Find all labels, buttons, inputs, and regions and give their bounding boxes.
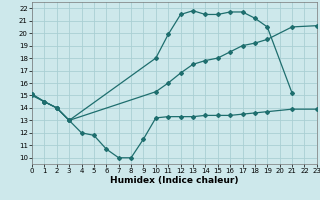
X-axis label: Humidex (Indice chaleur): Humidex (Indice chaleur) bbox=[110, 176, 239, 185]
